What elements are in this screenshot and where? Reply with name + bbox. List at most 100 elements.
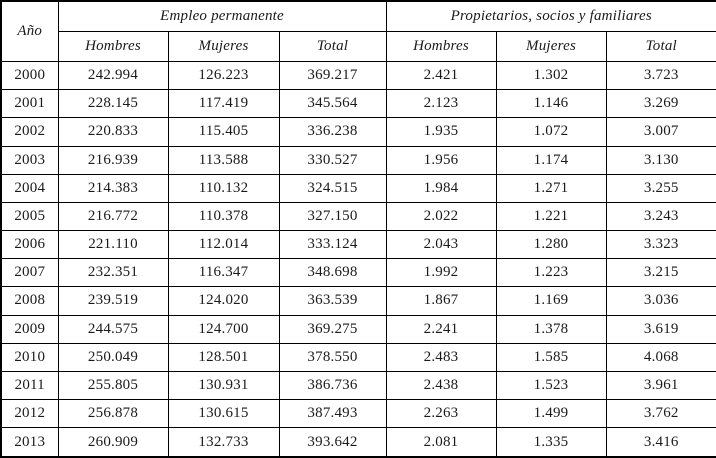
year-cell: 2007 [0, 258, 59, 288]
value-cell: 1.280 [495, 230, 607, 260]
value-cell: 1.984 [385, 173, 497, 203]
table-body: 2000 242.994 126.223 369.217 2.421 1.302 3.723… [0, 60, 716, 458]
value-cell: 1.271 [495, 173, 607, 203]
year-cell: 2001 [0, 89, 59, 119]
table-row: 2001 228.145 117.419 345.564 2.123 1.146 3.269 [0, 89, 716, 119]
col-header-ps-mujeres: Mujeres [495, 31, 607, 62]
header-group-row: Año Empleo permanente Propietarios, soci… [0, 0, 716, 62]
value-cell: 250.049 [57, 342, 169, 372]
value-cell: 220.833 [57, 117, 169, 147]
value-cell: 3.036 [605, 286, 716, 316]
header-sub-row: Hombres Mujeres Total Hombres Mujeres To… [1, 31, 716, 62]
value-cell: 3.269 [605, 89, 716, 119]
value-cell: 244.575 [57, 314, 169, 344]
year-cell: 2003 [0, 145, 59, 175]
year-cell: 2013 [0, 427, 59, 458]
value-cell: 2.081 [385, 427, 497, 458]
value-cell: 228.145 [57, 89, 169, 119]
value-cell: 2.438 [385, 370, 497, 401]
value-cell: 4.068 [605, 342, 716, 372]
value-cell: 330.527 [278, 145, 387, 175]
value-cell: 324.515 [278, 173, 387, 203]
value-cell: 260.909 [57, 427, 169, 458]
col-header-ep-hombres: Hombres [57, 31, 169, 62]
value-cell: 232.351 [57, 258, 169, 288]
value-cell: 369.275 [278, 314, 387, 344]
table-row: 2008 239.519 124.020 363.539 1.867 1.169 3.036 [0, 286, 716, 316]
col-header-ps-hombres: Hombres [385, 31, 497, 62]
value-cell: 393.642 [278, 427, 387, 458]
value-cell: 348.698 [278, 258, 387, 288]
value-cell: 1.174 [495, 145, 607, 175]
year-cell: 2008 [0, 286, 59, 316]
value-cell: 130.931 [167, 370, 280, 401]
year-cell: 2009 [0, 314, 59, 344]
value-cell: 1.956 [385, 145, 497, 175]
table-row: 2004 214.383 110.132 324.515 1.984 1.271 3.255 [0, 173, 716, 203]
value-cell: 2.421 [385, 60, 497, 91]
value-cell: 333.124 [278, 230, 387, 260]
value-cell: 1.992 [385, 258, 497, 288]
value-cell: 1.072 [495, 117, 607, 147]
year-cell: 2006 [0, 230, 59, 260]
table-row: 2013 260.909 132.733 393.642 2.081 1.335 3.416 [0, 427, 716, 458]
value-cell: 1.223 [495, 258, 607, 288]
value-cell: 117.419 [167, 89, 280, 119]
col-header-ep-total: Total [278, 31, 387, 62]
value-cell: 124.700 [167, 314, 280, 344]
table-row: 2009 244.575 124.700 369.275 2.241 1.378 3.619 [0, 314, 716, 344]
value-cell: 1.867 [385, 286, 497, 316]
value-cell: 3.323 [605, 230, 716, 260]
table-row: 2005 216.772 110.378 327.150 2.022 1.221 3.243 [0, 201, 716, 232]
value-cell: 363.539 [278, 286, 387, 316]
group-header-propietarios: Propietarios, socios y familiares [385, 0, 716, 32]
value-cell: 3.215 [605, 258, 716, 288]
value-cell: 221.110 [57, 230, 169, 260]
value-cell: 1.221 [495, 201, 607, 232]
value-cell: 3.723 [605, 60, 716, 91]
year-cell: 2010 [0, 342, 59, 372]
table-row: 2007 232.351 116.347 348.698 1.992 1.223 3.215 [0, 258, 716, 288]
value-cell: 2.022 [385, 201, 497, 232]
value-cell: 1.302 [495, 60, 607, 91]
value-cell: 387.493 [278, 399, 387, 429]
value-cell: 386.736 [278, 370, 387, 401]
value-cell: 110.132 [167, 173, 280, 203]
value-cell: 216.772 [57, 201, 169, 232]
value-cell: 130.615 [167, 399, 280, 429]
year-column-header: Año [0, 0, 59, 62]
value-cell: 128.501 [167, 342, 280, 372]
value-cell: 3.255 [605, 173, 716, 203]
value-cell: 2.043 [385, 230, 497, 260]
table-row: 2000 242.994 126.223 369.217 2.421 1.302 3.723 [0, 60, 716, 91]
value-cell: 1.935 [385, 117, 497, 147]
value-cell: 255.805 [57, 370, 169, 401]
value-cell: 2.123 [385, 89, 497, 119]
value-cell: 2.483 [385, 342, 497, 372]
value-cell: 345.564 [278, 89, 387, 119]
value-cell: 242.994 [57, 60, 169, 91]
value-cell: 256.878 [57, 399, 169, 429]
value-cell: 3.243 [605, 201, 716, 232]
group-header-empleo-permanente: Empleo permanente [57, 0, 387, 32]
value-cell: 3.619 [605, 314, 716, 344]
value-cell: 1.378 [495, 314, 607, 344]
year-cell: 2005 [0, 201, 59, 232]
value-cell: 124.020 [167, 286, 280, 316]
table-row: 2010 250.049 128.501 378.550 2.483 1.585 4.068 [0, 342, 716, 372]
value-cell: 239.519 [57, 286, 169, 316]
value-cell: 3.007 [605, 117, 716, 147]
value-cell: 113.588 [167, 145, 280, 175]
value-cell: 1.169 [495, 286, 607, 316]
value-cell: 378.550 [278, 342, 387, 372]
value-cell: 369.217 [278, 60, 387, 91]
table-row: 2003 216.939 113.588 330.527 1.956 1.174 3.130 [0, 145, 716, 175]
table-row: 2012 256.878 130.615 387.493 2.263 1.499 3.762 [0, 399, 716, 429]
value-cell: 3.130 [605, 145, 716, 175]
value-cell: 216.939 [57, 145, 169, 175]
value-cell: 126.223 [167, 60, 280, 91]
value-cell: 3.416 [605, 427, 716, 458]
table-row: 2011 255.805 130.931 386.736 2.438 1.523 3.961 [0, 370, 716, 401]
value-cell: 132.733 [167, 427, 280, 458]
